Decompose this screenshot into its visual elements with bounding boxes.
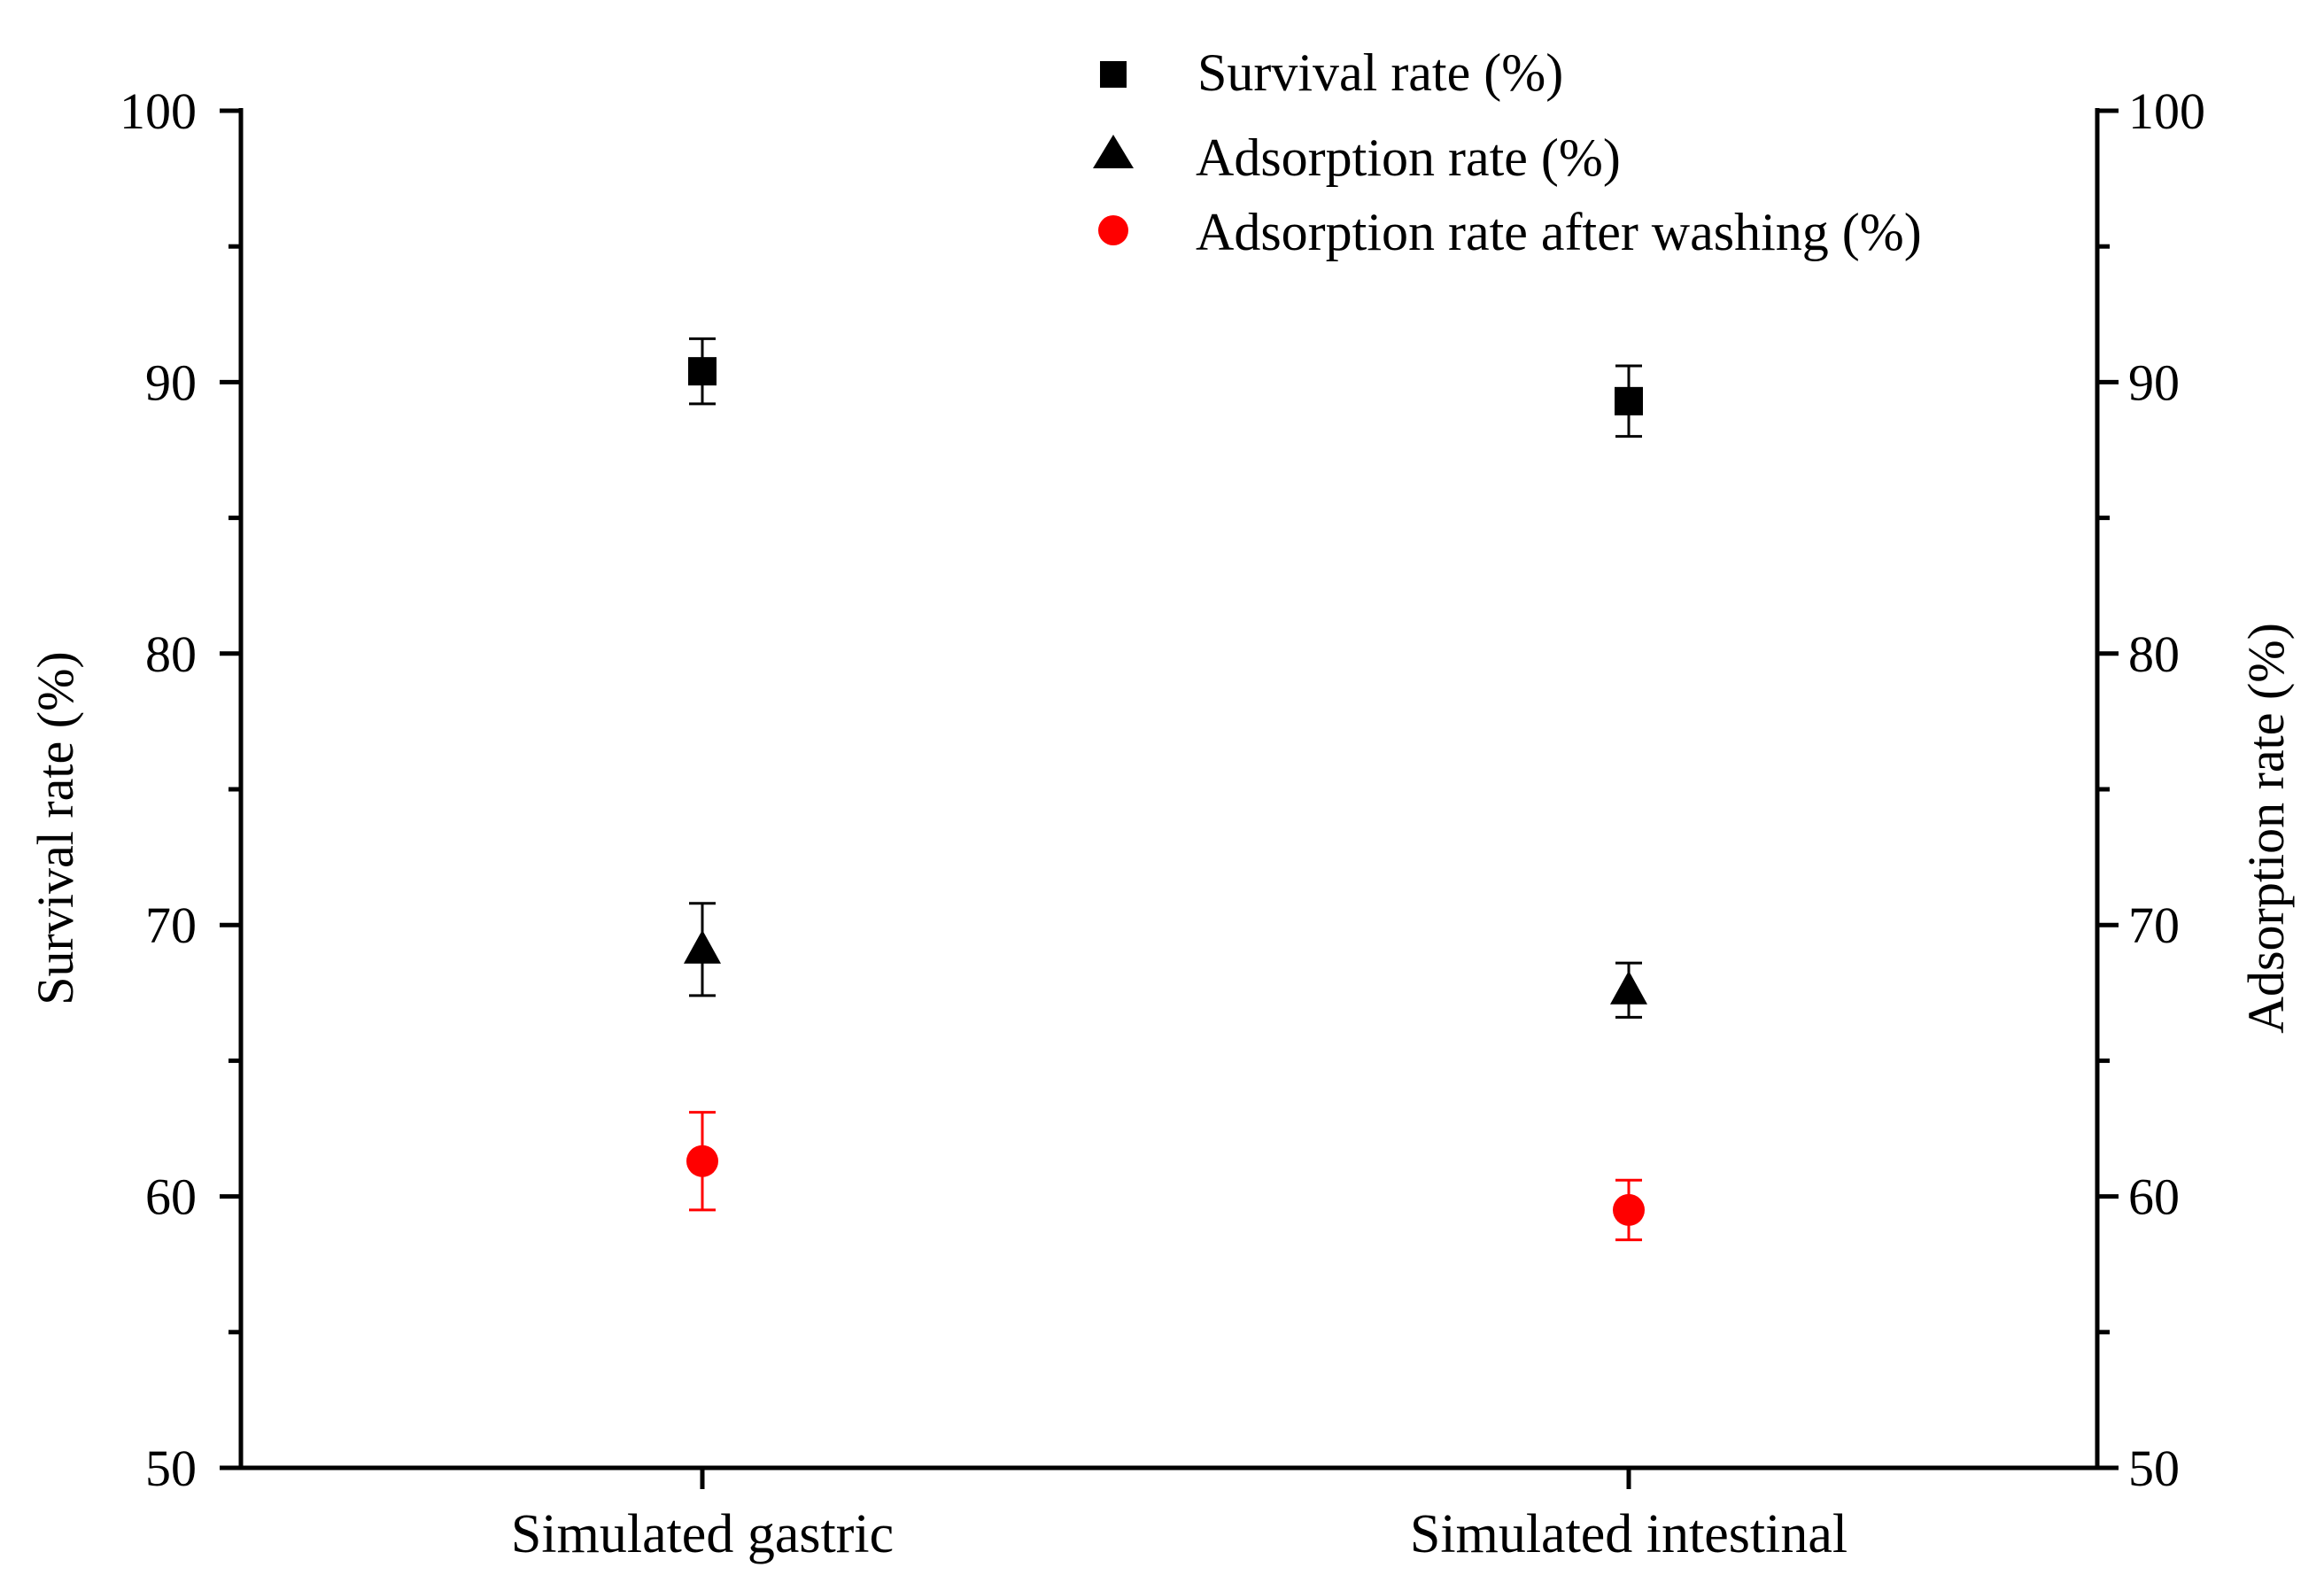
left-tick-label: 50 [145,1439,197,1497]
right-tick-label: 100 [2128,82,2205,140]
triangle-data-point [1610,970,1647,1005]
right-tick-label: 60 [2128,1168,2180,1226]
left-tick-label: 60 [145,1168,197,1226]
left-tick-label: 80 [145,625,197,683]
data-series [684,337,1647,1242]
square-data-point [688,357,717,386]
axis-ticks [220,108,2119,1489]
y-axis-label-left: Survival rate (%) [27,651,84,1005]
y-axis-label-right: Adsorption rate (%) [2237,623,2295,1034]
legend: Survival rate (%) Adsorption rate (%) Ad… [1093,43,1922,261]
plot-frame [238,108,2100,1470]
x-category-label: Simulated intestinal [1410,1504,1848,1564]
legend-triangle-marker [1093,135,1134,168]
right-tick-label: 90 [2128,353,2180,411]
right-tick-labels: 50 60 70 80 90 100 [2128,82,2205,1497]
series-triangle [684,902,1647,1019]
circle-data-point [686,1145,718,1177]
series-square [688,337,1643,438]
right-tick-label: 70 [2128,896,2180,954]
legend-label-adsorption-washing: Adsorption rate after washing (%) [1196,203,1922,261]
x-category-label: Simulated gastric [511,1504,894,1564]
left-tick-label: 90 [145,353,197,411]
square-data-point [1615,386,1643,415]
left-tick-label: 100 [120,82,197,140]
left-tick-labels: 50 60 70 80 90 100 [120,82,197,1497]
legend-square-marker [1100,61,1127,88]
category-labels: Simulated gastric Simulated intestinal [511,1504,1848,1564]
right-tick-label: 50 [2128,1439,2180,1497]
series-circle [686,1111,1645,1242]
left-tick-label: 70 [145,896,197,954]
legend-circle-marker [1098,215,1128,245]
triangle-data-point [684,929,721,964]
legend-label-survival: Survival rate (%) [1197,43,1563,102]
legend-label-adsorption: Adsorption rate (%) [1196,128,1621,187]
right-tick-label: 80 [2128,625,2180,683]
circle-data-point [1613,1193,1645,1226]
